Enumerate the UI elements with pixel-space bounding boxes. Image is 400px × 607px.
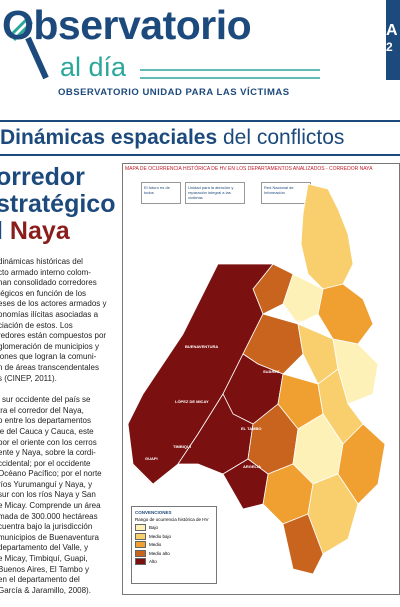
text-line: han consolidado corredores <box>0 278 97 288</box>
text-line: Océano Pacífico; por el norte <box>0 469 102 479</box>
text-line: García & Jaramillo, 2008). <box>0 585 91 595</box>
text-line: glomeración de municipios y <box>0 341 99 351</box>
place-label: SUÁREZ <box>263 369 280 374</box>
title-highlight: Naya <box>9 217 70 245</box>
text-line: departamento del Valle, y <box>0 543 89 553</box>
place-label: LÓPEZ DE MICAY <box>175 399 209 404</box>
text-line: e Micay. Comprende un área <box>0 501 101 511</box>
banner-regular: del conflictos <box>222 126 345 149</box>
region <box>222 458 269 510</box>
legend-item: Medio bajo <box>135 532 213 540</box>
text-line: por el oriente con los cerros <box>0 437 97 447</box>
teal-stroke <box>10 18 28 36</box>
legend-item: Alto <box>135 558 213 565</box>
banner: Dinámicas espaciales del conflictos <box>0 120 400 156</box>
legend-swatch <box>135 541 146 548</box>
side-box: A 2 <box>386 0 400 80</box>
text-line: en el departamento del <box>0 575 80 585</box>
title-prefix: l <box>0 217 3 245</box>
text-line: n de áreas transcendentales <box>0 362 99 372</box>
place-label: EL TAMBO <box>241 426 262 431</box>
title-line: stratégico <box>0 190 116 218</box>
text-line: ente y Naya, sobre la cordi- <box>0 448 96 458</box>
title-line: l Naya <box>0 218 115 245</box>
legend-swatch <box>135 549 146 557</box>
legend-subtitle: Rango de ocurrencia histórica de HV <box>135 517 209 522</box>
text-line: sur con los ríos Naya y San <box>0 490 96 500</box>
tagline: OBSERVATORIO UNIDAD PARA LAS VÍCTIMAS <box>58 87 290 98</box>
text-line: ríos Yurumanguí y Naya, y <box>0 479 93 489</box>
logo-unidad: Unidad para la atención y reparación int… <box>185 182 245 204</box>
legend-swatch <box>135 558 146 565</box>
text-line: tra el corredor del Naya, <box>0 405 84 415</box>
region <box>127 263 274 485</box>
text-line: municipios de Buenaventura <box>0 532 99 542</box>
teal-stroke <box>12 20 34 42</box>
side-bottom: 2 <box>386 40 393 54</box>
legend-label: Bajo <box>149 525 159 530</box>
map-title: MAPA DE OCURRENCIA HISTÓRICA DE HV EN LO… <box>125 166 373 172</box>
text-line: e Micay, Timbiquí, Guapi, <box>0 554 88 564</box>
text-line: cto armado interno colom- <box>0 267 91 277</box>
article-title: orredor stratégico l Naya <box>0 164 115 245</box>
title-line: orredor <box>0 163 85 191</box>
text-line: mada de 300.000 hectáreas <box>0 511 98 521</box>
logo-gov: El futuro es de todos <box>141 182 181 204</box>
text-line: cuentra bajo la jurisdicción <box>0 522 93 532</box>
paragraph: dinámicas históricas del cto armado inter… <box>0 257 118 384</box>
article-body: dinámicas históricas del cto armado inter… <box>0 257 118 607</box>
banner-bold: Dinámicas espaciales <box>0 126 218 149</box>
text-line: redores están compuestos por <box>0 331 107 341</box>
text-line: le del Cauca y Cauca, este <box>0 426 94 436</box>
legend-item: Medio <box>135 541 213 548</box>
logo-art <box>10 18 320 80</box>
text-line: onomías ilícitas asociadas a <box>0 309 99 319</box>
text-line: ccidental; por el occidente <box>0 458 91 468</box>
text-line: s (CINEP, 2011). <box>0 373 57 383</box>
text-line: Buenos Aires, El Tambo y <box>0 564 90 574</box>
place-label: ARGELIA <box>243 464 261 469</box>
text-line: tégicos en función de los <box>0 288 87 298</box>
legend-label: Medio bajo <box>149 533 172 539</box>
legend-title: CONVENCIONES <box>135 510 172 515</box>
place-label: JAMUNDÍ <box>293 319 312 324</box>
place-label: GUAPI <box>145 456 158 461</box>
text-line: iones que logran la comuni- <box>0 352 97 362</box>
legend-label: Alto <box>149 559 157 564</box>
region <box>282 513 324 575</box>
legend-label: Medio alto <box>149 550 170 556</box>
text-line: o entre los departamentos <box>0 416 91 426</box>
legend-item: Bajo <box>135 524 213 531</box>
legend-swatch <box>135 524 146 531</box>
paragraph: l sur occidente del país se tra el corred… <box>0 395 118 596</box>
text-line: eses de los actores armados y <box>0 299 107 309</box>
region <box>300 183 354 290</box>
legend: CONVENCIONES Rango de ocurrencia históri… <box>131 506 217 584</box>
side-top: A <box>386 22 398 39</box>
text-line: ciación de estos. Los <box>0 320 73 330</box>
legend-item: Medio alto <box>135 549 213 557</box>
magnifier-handle <box>25 36 49 80</box>
region <box>317 283 374 345</box>
map-art <box>127 183 386 575</box>
map-panel: MAPA DE OCURRENCIA HISTÓRICA DE HV EN LO… <box>122 163 400 595</box>
logo-title: Observatorio <box>2 2 252 48</box>
legend-label: Medio <box>149 542 162 547</box>
text-line: dinámicas históricas del <box>0 257 83 266</box>
place-label: TIMBIQUÍ <box>173 444 191 449</box>
logo-subtitle: al día <box>60 52 127 82</box>
place-label: BUENAVENTURA <box>185 344 219 349</box>
legend-swatch <box>135 532 146 540</box>
text-line: l sur occidente del país se <box>0 395 91 405</box>
